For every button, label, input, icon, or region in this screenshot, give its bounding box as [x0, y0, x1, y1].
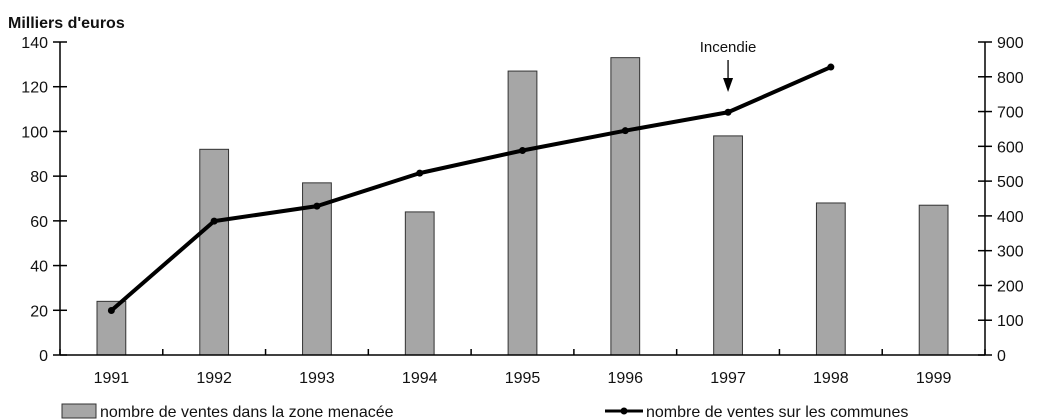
y-right-tick-label: 300 — [997, 244, 1024, 261]
annotation-label: Incendie — [700, 39, 757, 56]
y-right-tick-label: 100 — [997, 313, 1024, 330]
x-tick-label: 1995 — [505, 370, 541, 387]
chart-title: Milliers d'euros — [8, 15, 125, 32]
legend-bar-label: nombre de ventes dans la zone menacée — [100, 404, 394, 420]
axes: 0 20 40 60 80 100 120 140 0 100 200 300 400 500 600 700… — [21, 35, 1024, 387]
y-left-tick-label: 60 — [30, 214, 48, 231]
bar-1997 — [713, 135, 743, 356]
x-tick-label: 1998 — [813, 370, 849, 387]
x-tick-label: 1991 — [94, 370, 130, 387]
y-left-tick-label: 120 — [21, 80, 48, 97]
y-left-tick-label: 0 — [39, 348, 48, 365]
x-tick-label: 1997 — [710, 370, 746, 387]
y-left-tick-label: 100 — [21, 124, 48, 141]
y-right-tick-label: 800 — [997, 70, 1024, 87]
line-point-1992 — [210, 217, 218, 225]
y-right-tick-label: 400 — [997, 209, 1024, 226]
x-tick-label: 1993 — [299, 370, 335, 387]
y-right-tick-label: 500 — [997, 174, 1024, 191]
y-right-tick-label: 600 — [997, 139, 1024, 156]
line-point-1998 — [827, 63, 835, 71]
annotation-arrow-head — [723, 78, 734, 92]
bar-1993 — [302, 182, 332, 356]
line-point-1995 — [519, 147, 526, 155]
line-point-1994 — [416, 169, 424, 177]
legend-line-label: nombre de ventes sur les communes — [646, 404, 908, 420]
x-tick-label: 1999 — [916, 370, 952, 387]
bar-1994 — [404, 211, 435, 356]
y-left-tick-label: 140 — [21, 35, 48, 52]
annotation: Incendie — [700, 39, 757, 92]
bar-series — [96, 57, 949, 356]
bar-1998 — [815, 202, 846, 356]
line-point-1997 — [724, 108, 732, 116]
legend-bar-swatch — [61, 403, 97, 419]
line-point-1993 — [313, 202, 321, 210]
y-left-tick-label: 20 — [30, 303, 48, 320]
y-left-tick-label: 80 — [30, 169, 48, 186]
y-right-tick-label: 900 — [997, 35, 1024, 52]
line-path — [110, 65, 832, 312]
bar-1995 — [507, 70, 538, 356]
y-right-tick-label: 200 — [997, 278, 1024, 295]
y-right-tick-label: 700 — [997, 105, 1024, 122]
x-tick-label: 1996 — [607, 370, 643, 387]
line-series — [107, 63, 835, 314]
bar-1999 — [918, 204, 949, 356]
bar-1992 — [199, 148, 230, 356]
y-right-tick-label: 0 — [997, 348, 1006, 365]
bar-1996 — [610, 57, 641, 356]
x-tick-label: 1992 — [196, 370, 232, 387]
legend: nombre de ventes dans la zone menacée no… — [61, 403, 908, 420]
y-left-tick-label: 40 — [30, 259, 48, 276]
line-point-1991 — [107, 306, 115, 314]
x-tick-label: 1994 — [402, 370, 438, 387]
line-point-1996 — [621, 127, 629, 135]
legend-line-swatch — [605, 407, 643, 415]
legend-line-marker — [620, 407, 628, 415]
